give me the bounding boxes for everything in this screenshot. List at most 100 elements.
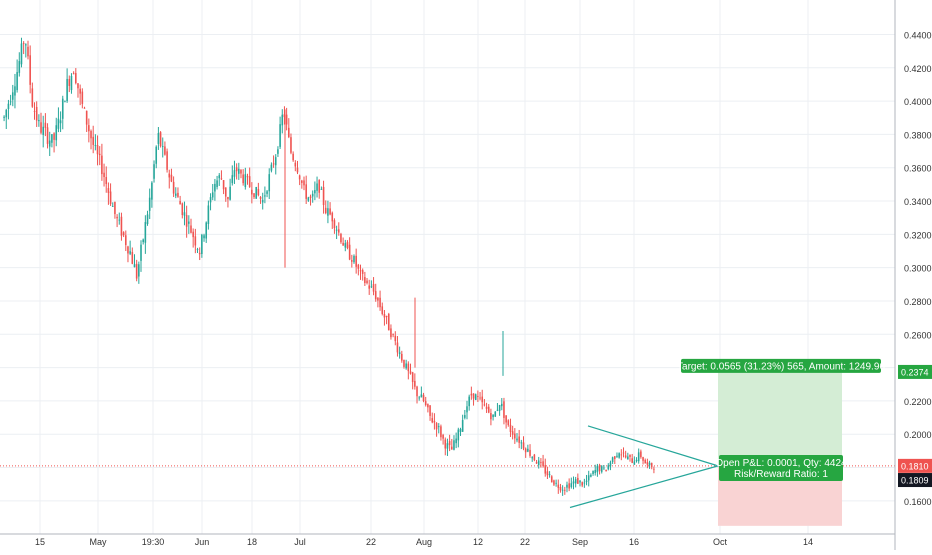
candle-body [568,483,570,489]
x-tick-label: 22 [366,537,376,547]
candle-body [285,114,288,125]
candle-body [527,448,529,452]
candle-body [420,394,423,398]
y-tick-label: 0.3400 [904,197,932,207]
candle-body [414,380,416,387]
candle-body [394,335,397,342]
candle-body [622,452,625,454]
candle-body [118,219,121,221]
y-tick-label: 0.2000 [904,430,932,440]
candle-body [548,474,551,476]
candle-body [207,205,210,224]
candle-body [35,106,38,121]
triangle-lower-line [569,465,719,509]
candle-body [290,137,292,153]
candle-body [25,44,27,46]
candle-body [296,167,299,173]
x-tick-label: 18 [247,537,257,547]
candle-body [168,173,171,178]
last-price-tag-bg [898,458,932,473]
candle-body [620,454,623,456]
candle-body [585,480,588,482]
candle-body [98,153,101,156]
y-tick-label: 0.4400 [904,30,932,40]
candle-body [433,420,436,423]
candle-body [498,404,501,411]
candle-body [364,277,366,283]
candle-body [377,297,379,301]
candle-body [640,451,642,458]
y-tick-label: 0.4200 [904,64,932,74]
candle-body [220,178,223,180]
candle-body [109,191,112,204]
candle-body [492,414,494,418]
candle-body [450,446,453,450]
candle-body [607,465,610,470]
candle-body [613,456,616,459]
candle-body [611,457,614,462]
candle-body [355,255,357,267]
candle-body [157,133,160,144]
candle-body [14,86,16,96]
candle-body [307,197,310,201]
candle-body [44,122,47,128]
candle-body [561,489,564,491]
candle-body [72,73,75,75]
candle-body [616,455,618,457]
y-tick-label: 0.2600 [904,330,932,340]
candle-body [483,404,486,406]
candle-body [192,231,194,238]
candle-body [253,193,255,198]
candle-body [90,130,92,139]
candle-body [555,482,557,484]
candle-body [201,234,203,254]
candle-body [177,192,179,197]
candle-body [629,454,631,457]
candle-body [533,454,536,461]
x-tick-label: 22 [520,537,530,547]
candle-body [146,214,149,224]
candle-body [42,126,45,135]
position-labels: Target: 0.0565 (31.23%) 565, Amount: 124… [677,358,885,482]
candle-body [116,216,118,219]
candle-body [142,239,144,243]
candle-body [3,116,5,118]
candle-body [40,122,42,133]
candle-body [88,125,90,132]
candle-body [411,372,414,383]
candle-body [59,120,62,124]
x-tick-label: 15 [35,537,45,547]
candle-body [18,61,21,73]
pnl-label: Open P&L: 0.0001, Qty: 4424 [715,458,847,469]
candle-body [401,353,403,361]
candle-body [53,133,55,140]
candle-body [322,186,325,206]
candle-body [570,483,573,488]
candle-body [381,306,384,314]
candle-body [135,263,138,279]
candle-body [353,255,355,263]
target-price-tag: 0.2374 [901,367,929,377]
candle-body [231,175,234,184]
candle-body [457,429,460,441]
candle-body [101,155,103,175]
candle-body [31,88,34,107]
candle-body [344,243,347,248]
candle-body [544,465,547,474]
candle-body [68,78,71,86]
candle-body [272,163,275,165]
candle-body [346,242,349,248]
candle-body [153,164,155,179]
candle-body [440,426,442,438]
candle-body [203,235,205,239]
candle-body [392,334,394,336]
candle-body [505,415,507,423]
candle-body [314,190,316,194]
candle-body [600,466,603,472]
candle-body [114,201,116,215]
candle-body [477,396,479,397]
candle-body [79,88,81,94]
pnl-box-bg [719,455,843,482]
candle-body [594,470,597,474]
y-tick-label: 0.3200 [904,230,932,240]
